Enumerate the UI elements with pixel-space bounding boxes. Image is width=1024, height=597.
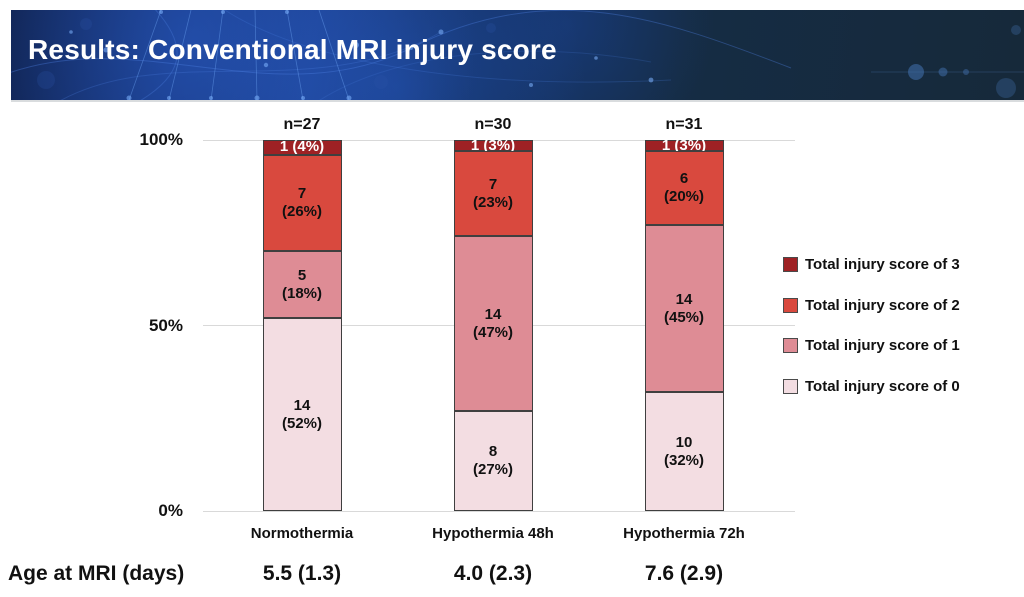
seg-label-line: (32%) [663, 451, 704, 469]
bar-segment-label: 1 (3%) [471, 137, 515, 155]
seg-label-line: 14 [484, 305, 502, 323]
age-value: 7.6 (2.9) [644, 562, 724, 585]
bar-n-label: n=27 [283, 116, 321, 133]
seg-label-line: 1 (4%) [279, 138, 325, 156]
stacked-bar-hypothermia-72h: 1 (3%) 6 (20%) 14 (45%) 10 (32%) [644, 137, 724, 511]
bar-segment-label: 7 (23%) [473, 176, 513, 212]
legend-item-total-injury-score-of-2: Total injury score of 2 [783, 297, 960, 314]
stacked-bar-hypothermia-48h: 1 (3%) 7 (23%) 14 (47%) 8 (27%) [453, 137, 533, 511]
seg-label-line: (18%) [281, 284, 322, 302]
seg-label-line: (20%) [663, 188, 704, 206]
age-value: 4.0 (2.3) [453, 562, 533, 585]
y-axis-tick-label: 100% [139, 130, 183, 149]
bar-segment-total-injury-score-of-2: 6 (20%) [644, 151, 724, 226]
legend-item-total-injury-score-of-3: Total injury score of 3 [783, 256, 960, 273]
seg-label-line: (47%) [472, 323, 513, 341]
seg-label-line: 7 [297, 185, 307, 203]
legend-label: Total injury score of 2 [805, 296, 960, 314]
seg-label-line: 10 [675, 433, 693, 451]
category-label-hypothermia-48h: Hypothermia 48h [432, 525, 554, 542]
gridline-0 [203, 510, 795, 512]
network-background-graphic [11, 10, 1024, 100]
legend-swatch [783, 338, 798, 353]
bar-segment-label: 8 (27%) [473, 443, 513, 479]
legend-item-total-injury-score-of-0: Total injury score of 0 [783, 378, 960, 395]
bar-segment-label: 14 (52%) [282, 397, 322, 433]
legend-label: Total injury score of 3 [805, 256, 960, 273]
bar-segment-total-injury-score-of-0: 14 (52%) [262, 318, 342, 511]
bar-segment-total-injury-score-of-2: 7 (23%) [453, 151, 533, 237]
bar-segment-label: 1 (4%) [280, 138, 324, 156]
seg-label-line: 5 [297, 266, 307, 284]
legend-label: Total injury score of 0 [805, 377, 960, 395]
seg-label-line: 6 [679, 170, 689, 188]
bar-segment-total-injury-score-of-2: 7 (26%) [262, 154, 342, 252]
seg-label-line: 1 (3%) [470, 136, 516, 154]
legend-swatch [783, 257, 798, 272]
seg-label-line: (27%) [472, 460, 513, 478]
category-label-hypothermia-72h: Hypothermia 72h [623, 525, 745, 542]
bar-segment-total-injury-score-of-0: 8 (27%) [453, 410, 533, 511]
bar-segment-label: 6 (20%) [664, 170, 704, 206]
seg-label-line: 7 [488, 175, 498, 193]
legend-swatch [783, 378, 798, 394]
bar-segment-total-injury-score-of-1: 14 (47%) [453, 236, 533, 411]
bar-segment-label: 14 (47%) [473, 306, 513, 342]
bar-segment-total-injury-score-of-3: 1 (4%) [262, 138, 342, 156]
seg-label-line: 14 [293, 396, 311, 414]
legend-swatch [783, 297, 798, 313]
y-axis-tick-label: 0% [158, 501, 183, 520]
bar-segment-total-injury-score-of-3: 1 (3%) [453, 137, 533, 154]
seg-label-line: 1 (3%) [661, 136, 707, 154]
bar-segment-total-injury-score-of-1: 5 (18%) [262, 251, 342, 319]
y-axis-tick-label: 50% [148, 315, 183, 335]
bar-segment-label: 14 (45%) [664, 291, 704, 327]
bar-n-label: n=31 [665, 116, 703, 133]
bar-segment-total-injury-score-of-3: 1 (3%) [644, 137, 724, 154]
seg-label-line: 8 [488, 442, 498, 460]
bar-segment-label: 1 (3%) [662, 137, 706, 155]
slide-title: Results: Conventional MRI injury score [28, 34, 557, 65]
bar-segment-total-injury-score-of-1: 14 (45%) [644, 225, 724, 393]
legend-item-total-injury-score-of-1: Total injury score of 1 [783, 337, 960, 354]
age-value: 5.5 (1.3) [262, 562, 342, 585]
bar-segment-total-injury-score-of-0: 10 (32%) [644, 392, 724, 511]
seg-label-line: 14 [675, 290, 693, 308]
bar-segment-label: 10 (32%) [664, 434, 704, 470]
seg-label-line: (52%) [281, 414, 322, 432]
bar-segment-label: 7 (26%) [282, 185, 322, 221]
bar-n-label: n=30 [474, 116, 512, 133]
stacked-bar-normothermia: 1 (4%) 7 (26%) 5 (18%) 14 (52%) [262, 138, 342, 511]
seg-label-line: (23%) [472, 193, 513, 211]
legend-label: Total injury score of 1 [805, 337, 960, 354]
title-banner: Results: Conventional MRI injury score [11, 10, 1024, 100]
bar-segment-label: 5 (18%) [282, 267, 322, 303]
seg-label-line: (26%) [281, 203, 322, 221]
category-label-normothermia: Normothermia [250, 525, 354, 542]
age-row-label: Age at MRI (days) [8, 562, 185, 585]
seg-label-line: (45%) [663, 308, 704, 326]
